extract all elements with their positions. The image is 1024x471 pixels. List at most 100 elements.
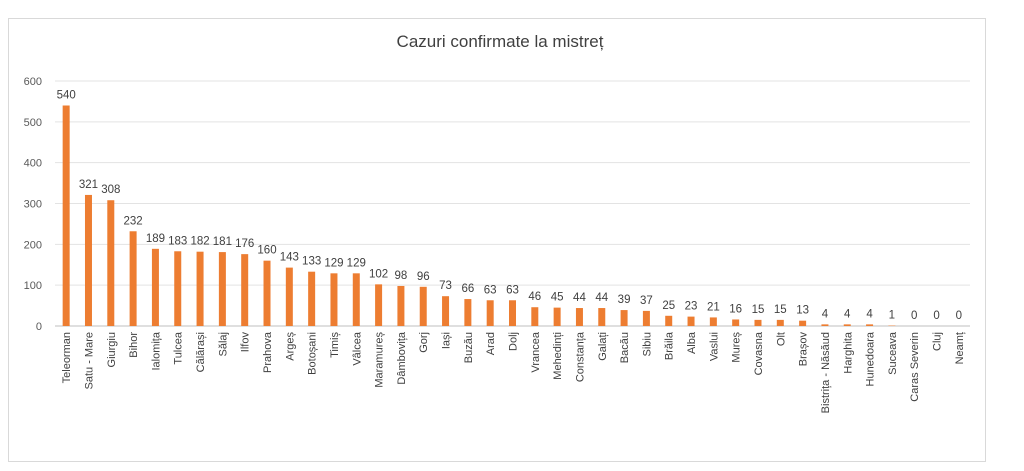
data-label: 45 bbox=[551, 292, 564, 304]
bar bbox=[174, 251, 182, 326]
data-label: 182 bbox=[190, 236, 209, 248]
data-label: 63 bbox=[506, 284, 519, 296]
x-tick-label: Harghita bbox=[842, 331, 854, 373]
x-tick-label: Neamț bbox=[954, 332, 966, 364]
data-label: 540 bbox=[57, 90, 76, 102]
data-label: 73 bbox=[439, 280, 452, 292]
bar bbox=[129, 231, 137, 326]
x-tick-label: Gorj bbox=[418, 332, 430, 353]
bar bbox=[285, 267, 293, 326]
bar bbox=[821, 324, 829, 326]
data-label: 16 bbox=[729, 303, 742, 315]
data-label: 37 bbox=[640, 295, 653, 307]
x-tick-label: Tulcea bbox=[173, 331, 185, 364]
x-tick-label: Iași bbox=[441, 332, 453, 349]
x-tick-label: Covasna bbox=[753, 331, 765, 375]
bar bbox=[62, 105, 70, 326]
bar bbox=[196, 251, 204, 326]
data-label: 23 bbox=[685, 301, 698, 313]
bar bbox=[553, 307, 561, 326]
y-tick-label: 200 bbox=[24, 239, 42, 251]
bar bbox=[352, 273, 360, 326]
x-tick-label: Satu - Mare bbox=[83, 332, 95, 389]
x-tick-label: Arad bbox=[485, 332, 497, 355]
data-label: 308 bbox=[101, 184, 120, 196]
data-label: 4 bbox=[866, 308, 873, 320]
x-tick-label: Călărași bbox=[195, 332, 207, 372]
data-label: 0 bbox=[911, 310, 917, 322]
x-tick-label: Sibiu bbox=[641, 332, 653, 356]
data-label: 189 bbox=[146, 233, 165, 245]
bar bbox=[419, 286, 427, 326]
x-tick-label: Prahova bbox=[262, 331, 274, 373]
bar bbox=[776, 319, 784, 326]
x-tick-label: Mehedinți bbox=[552, 332, 564, 380]
bar bbox=[151, 248, 159, 326]
x-tick-label: Botoșani bbox=[307, 332, 319, 375]
x-tick-label: Alba bbox=[686, 331, 698, 354]
x-tick-label: Olt bbox=[775, 332, 787, 346]
x-tick-label: Argeș bbox=[284, 332, 296, 361]
bar bbox=[509, 300, 516, 326]
chart-frame bbox=[8, 18, 986, 462]
bar bbox=[709, 317, 717, 326]
data-label: 66 bbox=[461, 283, 474, 295]
data-label: 44 bbox=[595, 292, 608, 304]
x-tick-label: Brăila bbox=[664, 331, 676, 360]
x-tick-label: Ialomița bbox=[150, 331, 162, 370]
data-label: 15 bbox=[752, 304, 765, 316]
data-label: 129 bbox=[347, 257, 366, 269]
x-tick-label: Bistrița - Năsăud bbox=[820, 332, 832, 413]
x-tick-label: Buzău bbox=[463, 332, 475, 363]
x-tick-label: Ilfov bbox=[240, 332, 252, 353]
x-tick-label: Dolj bbox=[508, 332, 520, 351]
x-tick-label: Hunedoara bbox=[865, 331, 877, 386]
bar bbox=[754, 319, 762, 326]
x-tick-label: Timiș bbox=[329, 332, 341, 358]
y-axis-ticks: 0 100 200 300 400 500 600 bbox=[24, 76, 42, 333]
x-tick-label: Bihor bbox=[128, 332, 140, 358]
y-tick-label: 600 bbox=[24, 76, 42, 88]
data-label: 232 bbox=[124, 215, 143, 227]
data-label: 4 bbox=[844, 308, 851, 320]
data-label: 0 bbox=[956, 310, 962, 322]
data-label: 176 bbox=[235, 238, 254, 250]
data-label: 25 bbox=[662, 300, 675, 312]
y-tick-label: 100 bbox=[24, 280, 42, 292]
data-label: 4 bbox=[822, 308, 829, 320]
x-tick-label: Vrancea bbox=[530, 331, 542, 372]
bar bbox=[843, 324, 851, 326]
x-axis-ticks: Teleorman Satu - Mare Giurgiu Bihor Ialomița… bbox=[61, 331, 966, 413]
bar bbox=[218, 252, 226, 326]
x-tick-label: Dâmbovița bbox=[396, 331, 408, 384]
x-tick-label: Suceava bbox=[887, 331, 899, 375]
x-tick-label: Cluj bbox=[932, 332, 944, 351]
x-tick-label: Galați bbox=[597, 332, 609, 361]
data-label: 181 bbox=[213, 236, 232, 248]
bar bbox=[732, 319, 740, 326]
x-tick-label: Mureș bbox=[731, 332, 743, 363]
bar bbox=[598, 308, 606, 326]
y-tick-label: 300 bbox=[24, 199, 42, 211]
bar bbox=[866, 324, 874, 326]
data-label: 44 bbox=[573, 292, 586, 304]
data-label: 21 bbox=[707, 301, 720, 313]
data-label: 63 bbox=[484, 284, 497, 296]
data-label: 46 bbox=[528, 291, 541, 303]
chart-title: Cazuri confirmate la mistreț bbox=[396, 32, 604, 51]
y-tick-label: 400 bbox=[24, 158, 42, 170]
data-label: 183 bbox=[168, 235, 187, 247]
bar bbox=[84, 194, 92, 326]
bar bbox=[330, 273, 338, 326]
data-label: 0 bbox=[933, 310, 939, 322]
data-label: 133 bbox=[302, 256, 321, 268]
data-label: 15 bbox=[774, 304, 787, 316]
bar bbox=[442, 296, 450, 326]
bar bbox=[397, 285, 405, 326]
x-tick-label: Bacău bbox=[619, 332, 631, 363]
x-tick-label: Caras Severin bbox=[909, 332, 921, 402]
x-tick-label: Vaslui bbox=[708, 332, 720, 361]
data-label: 98 bbox=[395, 270, 408, 282]
